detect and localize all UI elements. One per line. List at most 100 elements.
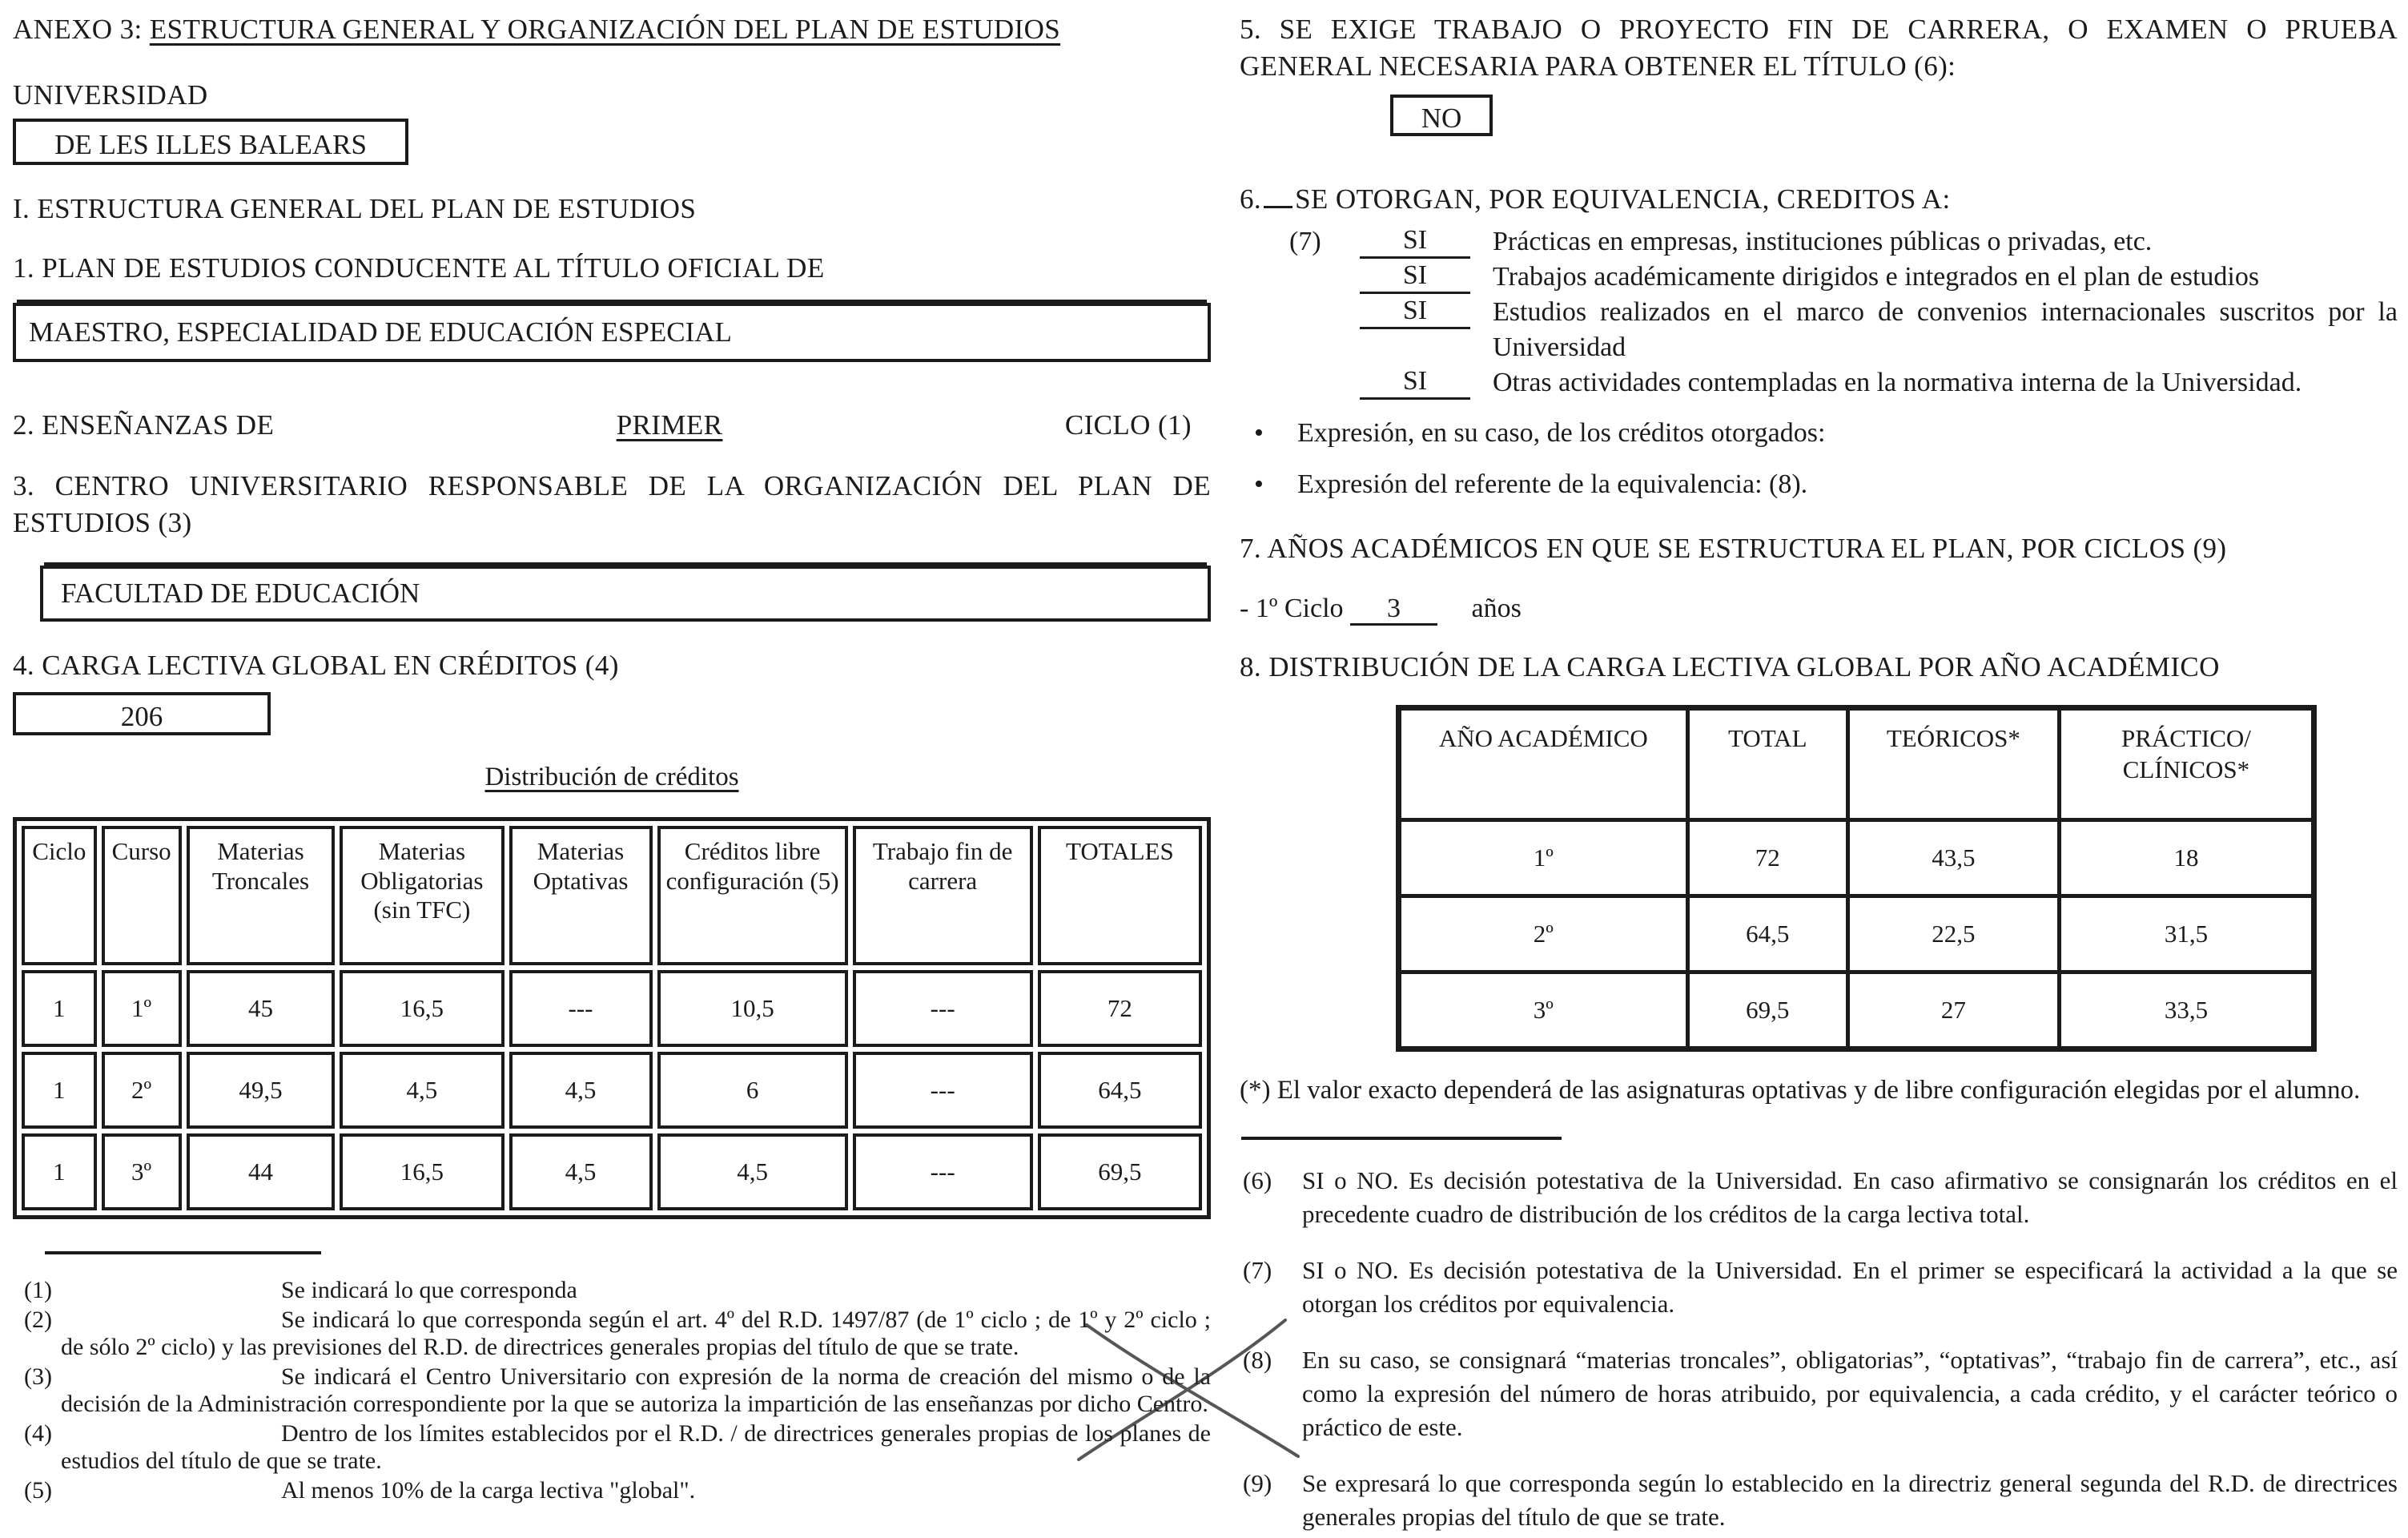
- right-column: 5. SE EXIGE TRABAJO O PROYECTO FIN DE CA…: [1240, 11, 2398, 1534]
- equivalence-item-text: Otras actividades contempladas en la nor…: [1493, 368, 2302, 397]
- item-1-heading: 1. PLAN DE ESTUDIOS CONDUCENTE AL TÍTULO…: [13, 252, 825, 284]
- item-2-label: 2. ENSEÑANZAS DE: [13, 409, 275, 441]
- distribution-subtitle-text: Distribución de créditos: [484, 763, 739, 791]
- table-row: 1 3º 44 16,5 4,5 4,5 --- 69,5: [22, 1133, 1202, 1210]
- column-header-totales: TOTALES: [1037, 826, 1202, 965]
- table-cell: 1º: [101, 970, 182, 1047]
- si-value: SI: [1360, 224, 1470, 259]
- equivalence-item: SI Otras actividades contempladas en la …: [1240, 365, 2398, 401]
- table-cell: 69,5: [1037, 1133, 1202, 1210]
- title-prefix: ANEXO 3:: [13, 14, 150, 45]
- table-cell: 69,5: [1685, 969, 1850, 1051]
- right-footnotes: (6) SI o NO. Es decisión potestativa de l…: [1240, 1164, 2398, 1534]
- column-header-curso: Curso: [101, 826, 182, 965]
- column-header-ano-academico: AÑO ACADÉMICO: [1397, 706, 1690, 822]
- footnote-divider: [45, 1251, 321, 1254]
- table-cell: 2º: [1397, 893, 1690, 974]
- table-cell: ---: [852, 1052, 1033, 1129]
- footnote-number: (1): [24, 1277, 52, 1303]
- item-5-heading: 5. SE EXIGE TRABAJO O PROYECTO FIN DE CA…: [1240, 14, 2398, 82]
- footnote-number: (4): [24, 1420, 52, 1447]
- footnote-text: Se indicará el Centro Universitario con …: [61, 1363, 1211, 1417]
- footnote-text: SI o NO. Es decisión potestativa de la U…: [1302, 1166, 2398, 1228]
- table-cell: 1: [22, 1052, 97, 1129]
- asterisk-note: (*) El valor exacto dependerá de las asi…: [1240, 1075, 2361, 1105]
- column-header-practico-clinicos: PRÁCTICO/ CLÍNICOS*: [2056, 706, 2317, 822]
- universidad-value-box: DE LES ILLES BALEARS: [13, 119, 408, 165]
- column-header-obligatorias: Materias Obligatorias (sin TFC): [340, 826, 505, 965]
- equivalence-item-text: Trabajos académicamente dirigidos e inte…: [1493, 262, 2260, 292]
- footnote-number: (9): [1243, 1468, 1272, 1497]
- column-header-ciclo: Ciclo: [22, 826, 97, 965]
- table-cell: 72: [1037, 970, 1202, 1047]
- item-2-row: 2. ENSEÑANZAS DE PRIMER CICLO (1): [13, 407, 1211, 444]
- table-cell: 2º: [101, 1052, 182, 1129]
- universidad-label: UNIVERSIDAD: [13, 79, 208, 111]
- column-header-optativas: Materias Optativas: [509, 826, 653, 965]
- footnote-number: (3): [24, 1363, 52, 1390]
- table-cell: 18: [2056, 817, 2317, 898]
- column-header-teoricos: TEÓRICOS*: [1845, 706, 2061, 822]
- section-i-heading: I. ESTRUCTURA GENERAL DEL PLAN DE ESTUDI…: [13, 193, 697, 224]
- footnote-ref-7: (7): [1289, 227, 1321, 256]
- column-header-troncales: Materias Troncales: [186, 826, 336, 965]
- titulo-oficial-box: MAESTRO, ESPECIALIDAD DE EDUCACIÓN ESPEC…: [13, 303, 1211, 362]
- column-header-total: TOTAL: [1685, 706, 1850, 822]
- table-cell: 6: [657, 1052, 848, 1129]
- distribution-subtitle: Distribución de créditos: [13, 759, 1211, 795]
- table-cell: 45: [186, 970, 336, 1047]
- table-cell: ---: [509, 970, 653, 1047]
- document-title: ANEXO 3: ESTRUCTURA GENERAL Y ORGANIZACI…: [13, 11, 1211, 48]
- ciclo-label: - 1º Ciclo: [1240, 594, 1344, 623]
- table-cell: 33,5: [2056, 969, 2317, 1051]
- footnote-text: Dentro de los límites establecidos por e…: [61, 1420, 1211, 1474]
- item-2-value: PRIMER: [616, 409, 723, 441]
- table-cell: 4,5: [657, 1133, 848, 1210]
- footnote-number: (5): [24, 1477, 52, 1504]
- table-cell: 1: [22, 970, 97, 1047]
- equivalence-list: (7) SI Prácticas en empresas, institucio…: [1240, 224, 2398, 401]
- footnote-text: Se indicará lo que corresponda: [281, 1277, 577, 1303]
- item-6-text: SE OTORGAN, POR EQUIVALENCIA, CREDITOS A…: [1295, 183, 1951, 215]
- bullet-icon: •: [1254, 469, 1264, 499]
- table-cell: 4,5: [509, 1133, 653, 1210]
- table-cell: 44: [186, 1133, 336, 1210]
- table-row: 1º 72 43,5 18: [1397, 817, 2317, 898]
- table-cell: 64,5: [1037, 1052, 1202, 1129]
- table-cell: 16,5: [340, 1133, 505, 1210]
- left-column: ANEXO 3: ESTRUCTURA GENERAL Y ORGANIZACI…: [13, 11, 1211, 1507]
- footnote-8: (8) En su caso, se consignará “materias t…: [1240, 1343, 2398, 1444]
- bullet-text: Expresión, en su caso, de los créditos o…: [1297, 418, 1826, 448]
- footnote-9: (9) Se expresará lo que corresponda según…: [1240, 1467, 2398, 1534]
- equivalence-item-text: Estudios realizados en el marco de conve…: [1493, 297, 2398, 362]
- exige-value-box: NO: [1390, 95, 1493, 136]
- table-cell: 1: [22, 1133, 97, 1210]
- table-header-row: Ciclo Curso Materias Troncales Materias …: [22, 826, 1202, 965]
- footnote-text: Al menos 10% de la carga lectiva "global…: [281, 1477, 696, 1504]
- ciclo-years-row: - 1º Ciclo 3 años: [1240, 590, 2398, 628]
- footnote-5: (5) Al menos 10% de la carga lectiva "glo…: [13, 1477, 1211, 1504]
- table-cell: 72: [1685, 817, 1850, 898]
- centro-box: FACULTAD DE EDUCACIÓN: [40, 566, 1211, 622]
- footnote-7: (7) SI o NO. Es decisión potestativa de l…: [1240, 1254, 2398, 1321]
- expression-bullets: • Expresión, en su caso, de los créditos…: [1240, 415, 2398, 503]
- column-header-trabajo-fin: Trabajo fin de carrera: [852, 826, 1033, 965]
- carga-value-box: 206: [13, 692, 271, 735]
- item-6-prefix: 6.: [1240, 183, 1262, 215]
- footnote-text: Se indicará lo que corresponda según el …: [61, 1306, 1211, 1360]
- table-header-row: AÑO ACADÉMICO TOTAL TEÓRICOS* PRÁCTICO/ …: [1397, 706, 2317, 822]
- item-4-heading: 4. CARGA LECTIVA GLOBAL EN CRÉDITOS (4): [13, 650, 619, 681]
- footnote-number: (6): [1243, 1166, 1272, 1194]
- equivalence-item: SI Trabajos académicamente dirigidos e i…: [1240, 260, 2398, 295]
- table-cell: 27: [1845, 969, 2061, 1051]
- ciclo-years-unit: años: [1471, 594, 1522, 623]
- item-8-heading: 8. DISTRIBUCIÓN DE LA CARGA LECTIVA GLOB…: [1240, 651, 2220, 682]
- academic-year-load-table: AÑO ACADÉMICO TOTAL TEÓRICOS* PRÁCTICO/ …: [1396, 705, 2317, 1052]
- footnote-2: (2) Se indicará lo que corresponda según …: [13, 1306, 1211, 1361]
- title-underlined-text: ESTRUCTURA GENERAL Y ORGANIZACIÓN DEL PL…: [149, 14, 1061, 45]
- table-cell: 31,5: [2056, 893, 2317, 974]
- bullet-text: Expresión del referente de la equivalenc…: [1297, 469, 1808, 499]
- column-header-libre-configuracion: Créditos libre configuración (5): [657, 826, 848, 965]
- table-row: 3º 69,5 27 33,5: [1397, 969, 2317, 1051]
